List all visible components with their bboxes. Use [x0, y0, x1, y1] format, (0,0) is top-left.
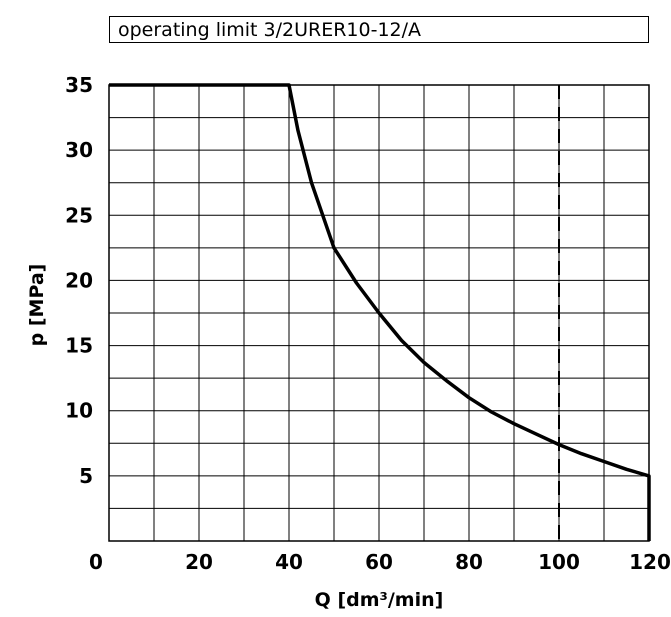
y-tick-label: 10 [65, 399, 93, 423]
chart-title: operating limit 3/2URER10-12/A [118, 19, 422, 41]
x-axis-label: Q [dm³/min] [315, 589, 444, 611]
y-axis-label: p [MPa] [26, 264, 48, 347]
x-tick-label: 80 [455, 550, 483, 574]
y-tick-label: 30 [65, 138, 93, 162]
x-tick-label: 120 [629, 550, 671, 574]
x-tick-label: 40 [275, 550, 303, 574]
y-tick-label: 15 [65, 334, 93, 358]
y-tick-label: 20 [65, 268, 93, 292]
y-tick-labels: 5 10 15 20 25 30 35 [65, 73, 93, 488]
plot-frame [108, 84, 650, 542]
chart-title-box: operating limit 3/2URER10-12/A [109, 16, 649, 43]
x-tick-labels: 0 20 40 60 80 100 120 [89, 550, 671, 574]
series [109, 83, 651, 541]
series-line [109, 83, 651, 541]
y-tick-label: 35 [65, 73, 93, 97]
x-tick-label: 100 [538, 550, 580, 574]
x-tick-label: 20 [185, 550, 213, 574]
x-tick-label: 0 [89, 550, 103, 574]
x-tick-label: 60 [365, 550, 393, 574]
y-tick-label: 5 [79, 464, 93, 488]
y-tick-label: 25 [65, 203, 93, 227]
